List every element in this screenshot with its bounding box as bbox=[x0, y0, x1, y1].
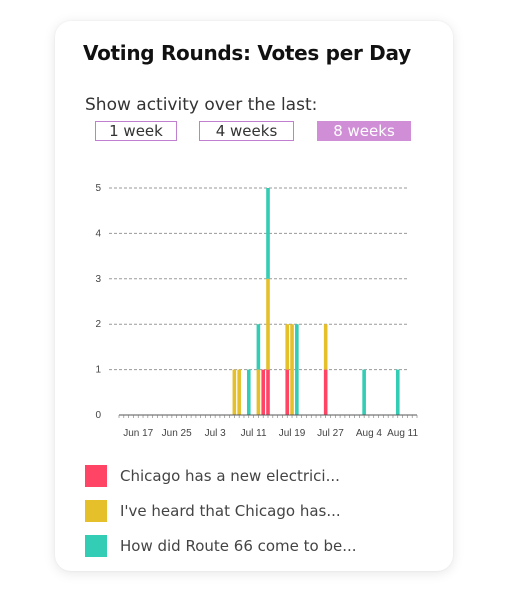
bar-1-6 bbox=[323, 324, 328, 370]
x-tick-label: Jul 19 bbox=[279, 428, 306, 439]
legend-item-route-66[interactable]: How did Route 66 come to be... bbox=[85, 535, 357, 557]
x-tick-label: Aug 11 bbox=[387, 428, 418, 439]
bar-1-3 bbox=[266, 278, 270, 370]
x-tick-label: Jul 3 bbox=[205, 428, 227, 439]
bar-1-4 bbox=[285, 324, 290, 370]
y-tick-label: 4 bbox=[95, 228, 101, 239]
bar-1-1 bbox=[237, 369, 241, 415]
bar-0-0 bbox=[261, 369, 265, 415]
x-tick-label: Aug 4 bbox=[356, 428, 383, 439]
chart-card: Voting Rounds: Votes per Day Show activi… bbox=[55, 21, 453, 571]
legend-item-chicago-heard[interactable]: I've heard that Chicago has... bbox=[85, 500, 357, 522]
legend-swatch-yellow bbox=[85, 500, 107, 522]
bar-1-5 bbox=[290, 324, 294, 415]
range-4-weeks-button[interactable]: 4 weeks bbox=[199, 121, 294, 141]
legend-label: Chicago has a new electrici... bbox=[120, 467, 340, 485]
legend-swatch-teal bbox=[85, 535, 107, 557]
legend: Chicago has a new electrici... I've hear… bbox=[85, 465, 357, 570]
legend-item-electrician[interactable]: Chicago has a new electrici... bbox=[85, 465, 357, 487]
bar-0-3 bbox=[323, 369, 328, 415]
bar-0-2 bbox=[285, 369, 290, 415]
bar-2-0 bbox=[246, 369, 251, 415]
bar-2-5 bbox=[395, 369, 400, 415]
votes-chart: 0 1 2 3 4 5 Jun 17 Jun 25 Jul 3 Jul 11 Jul 19 Jul 2… bbox=[95, 183, 418, 439]
y-tick-label: 1 bbox=[95, 365, 101, 376]
x-tick-label: Jun 25 bbox=[162, 428, 192, 439]
card-title: Voting Rounds: Votes per Day bbox=[83, 41, 411, 65]
bar-0-1 bbox=[266, 369, 270, 415]
bar-1-0 bbox=[232, 369, 237, 415]
bar-2-1 bbox=[256, 324, 261, 370]
bar-1-2 bbox=[256, 369, 261, 415]
range-8-weeks-button[interactable]: 8 weeks bbox=[317, 121, 411, 141]
y-tick-label: 3 bbox=[95, 274, 101, 285]
y-tick-label: 2 bbox=[95, 319, 101, 330]
range-1-week-button[interactable]: 1 week bbox=[95, 121, 177, 141]
y-tick-label: 0 bbox=[95, 410, 101, 421]
bar-2-4 bbox=[362, 369, 366, 415]
legend-swatch-red bbox=[85, 465, 107, 487]
x-tick-label: Jun 17 bbox=[123, 428, 153, 439]
legend-label: How did Route 66 come to be... bbox=[120, 537, 357, 555]
x-tick-label: Jul 27 bbox=[317, 428, 344, 439]
bar-2-2 bbox=[266, 188, 270, 279]
y-tick-label: 5 bbox=[95, 183, 101, 194]
bar-2-3 bbox=[295, 324, 299, 415]
x-tick-label: Jul 11 bbox=[241, 428, 267, 439]
legend-label: I've heard that Chicago has... bbox=[120, 502, 341, 520]
range-prompt: Show activity over the last: bbox=[85, 95, 318, 115]
